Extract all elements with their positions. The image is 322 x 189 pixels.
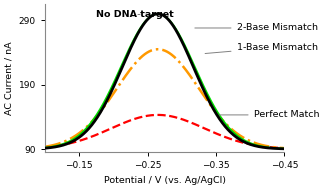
Text: 2-Base Mismatch: 2-Base Mismatch [195,23,317,33]
X-axis label: Potential / V (vs. Ag/AgCl): Potential / V (vs. Ag/AgCl) [104,176,226,185]
Text: 1-Base Mismatch: 1-Base Mismatch [205,43,317,53]
Text: Perfect Match: Perfect Match [219,110,319,119]
Text: No DNA target: No DNA target [96,10,174,19]
Y-axis label: AC Current / nA: AC Current / nA [4,41,13,115]
